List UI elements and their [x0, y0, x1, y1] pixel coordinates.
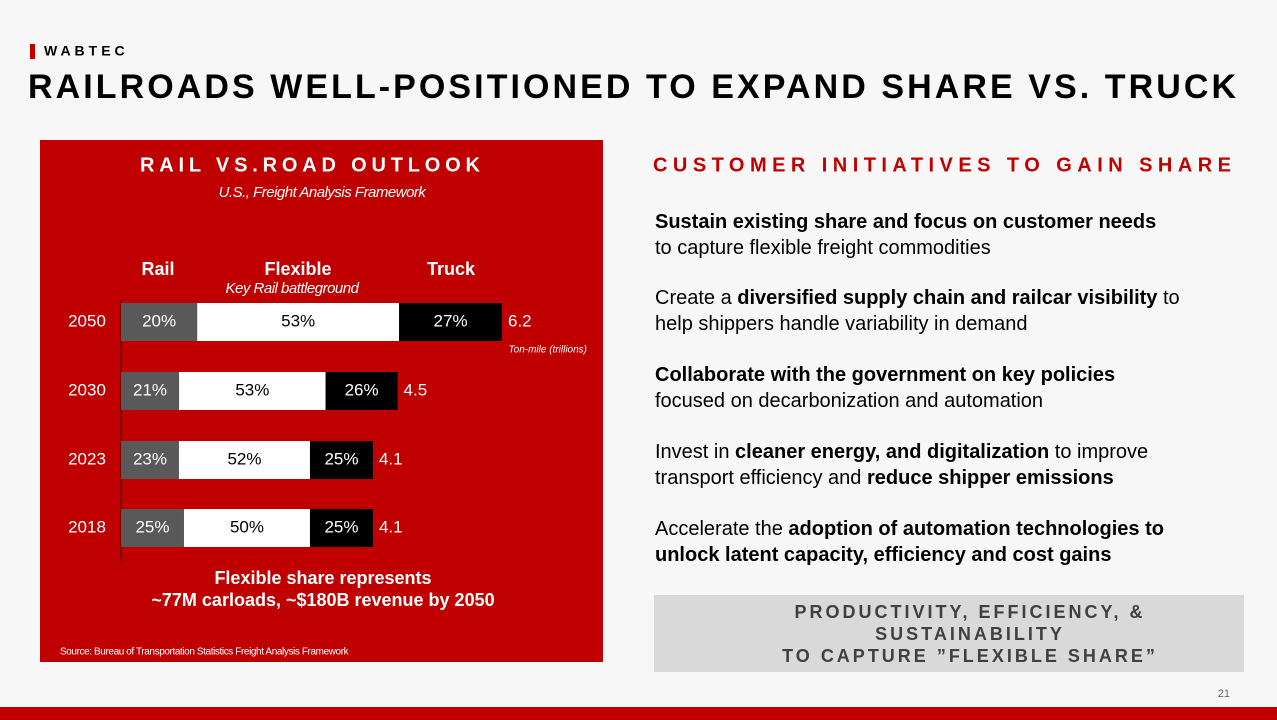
category-label: 2023 — [68, 449, 106, 468]
initiative-line: Invest in cleaner energy, and digitaliza… — [655, 441, 1148, 463]
initiative-line: Sustain existing share and focus on cust… — [655, 211, 1156, 233]
brand-mark — [30, 44, 35, 59]
brand: WABTEC — [44, 43, 129, 59]
bar-segment — [309, 441, 373, 479]
value-label: 20% — [142, 311, 176, 330]
category-label: 2050 — [68, 311, 106, 330]
bar-segment — [309, 509, 373, 547]
bar-segment — [178, 441, 310, 479]
text-run: to capture flexible freight commodities — [655, 237, 991, 259]
bar-segment — [325, 372, 398, 410]
total-label: 4.5 — [404, 380, 428, 399]
bar-segment — [179, 372, 326, 410]
total-label: 4.1 — [379, 517, 403, 536]
initiative-line: to capture flexible freight commodities — [655, 237, 991, 259]
value-label: 53% — [235, 380, 269, 399]
initiative-line: focused on decarbonization and automatio… — [655, 390, 1043, 412]
initiative-line: Collaborate with the government on key p… — [655, 364, 1115, 386]
text-run: cleaner energy, and digitalization — [735, 441, 1049, 463]
text-run: to — [1157, 287, 1179, 309]
text-run: Invest in — [655, 441, 735, 463]
initiative-line: unlock latent capacity, efficiency and c… — [655, 544, 1111, 566]
chart-annotation: ~77M carloads, ~$180B revenue by 2050 — [151, 590, 494, 610]
series-header: Truck — [427, 259, 476, 279]
value-label: 25% — [324, 517, 358, 536]
bar-segment — [121, 303, 198, 341]
value-label: 25% — [324, 449, 358, 468]
callout-line: TO CAPTURE ”FLEXIBLE SHARE” — [782, 646, 1158, 666]
initiative-line: help shippers handle variability in dema… — [655, 313, 1027, 335]
chart-subtitle: U.S., Freight Analysis Framework — [219, 184, 428, 201]
chart-source: Source: Bureau of Transportation Statist… — [60, 647, 350, 658]
bar-segment — [121, 372, 180, 410]
totals-unit: Ton-mile (trillions) — [508, 345, 587, 356]
text-run: help shippers handle variability in dema… — [655, 313, 1027, 335]
bar-segment — [183, 509, 310, 547]
callout-line: SUSTAINABILITY — [875, 624, 1065, 644]
text-run: focused on decarbonization and automatio… — [655, 390, 1043, 412]
chart-annotation: Flexible share represents — [214, 568, 431, 588]
value-label: 50% — [230, 517, 264, 536]
initiative-line: Create a diversified supply chain and ra… — [655, 287, 1180, 309]
page-number: 21 — [1218, 688, 1230, 700]
value-label: 25% — [135, 517, 169, 536]
value-label: 53% — [281, 311, 315, 330]
footer-band — [0, 707, 1277, 720]
series-header: Flexible — [264, 259, 331, 279]
category-label: 2018 — [68, 517, 106, 536]
total-label: 4.1 — [379, 449, 403, 468]
text-run: unlock latent capacity, efficiency and c… — [655, 544, 1111, 566]
initiatives: Sustain existing share and focus on cust… — [655, 211, 1180, 566]
value-label: 27% — [434, 311, 468, 330]
callout-box — [654, 595, 1244, 672]
value-label: 26% — [345, 380, 379, 399]
initiative-line: transport efficiency and reduce shipper … — [655, 467, 1114, 489]
initiative-line: Accelerate the adoption of automation te… — [655, 518, 1164, 540]
value-label: 52% — [227, 449, 261, 468]
total-label: 6.2 — [508, 311, 532, 330]
text-run: to improve — [1049, 441, 1148, 463]
category-label: 2030 — [68, 380, 106, 399]
chart-title: RAIL VS.ROAD OUTLOOK — [140, 154, 481, 176]
bar-segment — [121, 509, 184, 547]
value-label: 23% — [133, 449, 167, 468]
bar-segment — [197, 303, 400, 341]
text-run: diversified supply chain and railcar vis… — [737, 287, 1158, 309]
text-run: reduce shipper emissions — [867, 467, 1114, 489]
bar-segment — [399, 303, 502, 341]
text-run: Sustain existing share and focus on cust… — [655, 211, 1156, 233]
series-note: Key Rail battleground — [226, 280, 360, 297]
callout-line: PRODUCTIVITY, EFFICIENCY, & — [794, 602, 1145, 622]
section-title: CUSTOMER INITIATIVES TO GAIN SHARE — [653, 154, 1231, 176]
text-run: transport efficiency and — [655, 467, 867, 489]
text-run: Create a — [655, 287, 737, 309]
bar-segment — [121, 441, 179, 479]
text-run: Accelerate the — [655, 518, 788, 540]
value-label: 21% — [133, 380, 167, 399]
series-header: Rail — [141, 259, 174, 279]
text-run: adoption of automation technologies to — [788, 518, 1164, 540]
text-run: Collaborate with the government on key p… — [655, 364, 1115, 386]
